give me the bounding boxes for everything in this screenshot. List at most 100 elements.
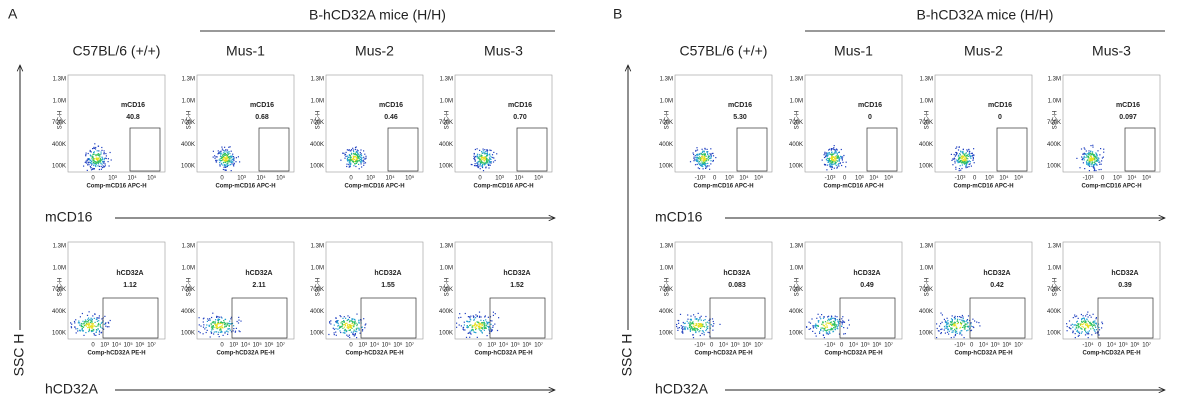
event-dot — [460, 316, 462, 318]
event-dot — [833, 325, 835, 327]
y-axis-title: SSC-H — [58, 111, 64, 130]
event-dot — [707, 331, 709, 333]
event-dot — [356, 313, 358, 315]
event-dot — [346, 326, 348, 328]
event-dot — [353, 322, 356, 324]
event-dot — [832, 324, 834, 326]
event-dot — [363, 158, 365, 160]
event-dot — [826, 325, 828, 327]
event-dot — [689, 328, 691, 330]
event-dot — [944, 327, 946, 329]
event-dot — [348, 318, 350, 320]
event-dot — [1081, 328, 1083, 330]
event-dot — [473, 157, 475, 160]
event-dot — [848, 319, 850, 321]
event-dot — [353, 151, 355, 153]
event-dot — [483, 156, 485, 158]
event-dot — [354, 319, 356, 321]
event-dot — [486, 335, 488, 337]
event-dot — [703, 161, 705, 163]
event-dot — [93, 158, 95, 160]
event-dot — [950, 324, 952, 326]
event-dot — [1075, 324, 1077, 326]
event-dot — [1093, 329, 1095, 331]
event-dot — [337, 322, 339, 324]
event-dot — [218, 152, 220, 154]
event-dot — [707, 159, 710, 161]
y-tick-label: 400K — [181, 309, 195, 315]
event-dot — [1088, 159, 1090, 161]
event-dot — [464, 312, 466, 315]
event-dot — [79, 316, 81, 318]
event-dot — [96, 162, 98, 164]
event-dot — [352, 159, 354, 161]
event-dot — [681, 331, 683, 333]
event-dot — [225, 157, 227, 160]
event-dot — [342, 152, 344, 154]
event-dot — [957, 318, 959, 320]
event-dot — [1092, 161, 1094, 163]
event-dot — [212, 312, 214, 314]
event-dot — [1088, 163, 1090, 166]
y-tick-label: 1.0M — [920, 98, 933, 104]
event-dot — [219, 328, 221, 330]
event-dot — [478, 328, 480, 330]
event-dot — [1091, 324, 1093, 326]
event-dot — [346, 322, 348, 324]
event-dot — [485, 167, 487, 169]
event-dot — [74, 322, 76, 324]
event-dot — [1091, 157, 1093, 159]
event-dot — [1081, 324, 1083, 326]
event-dot — [832, 320, 835, 322]
y-tick-label: 400K — [52, 309, 66, 315]
event-dot — [1087, 159, 1089, 161]
event-dot — [965, 165, 967, 167]
event-dot — [98, 322, 100, 325]
event-dot — [703, 319, 705, 322]
event-dot — [684, 322, 686, 324]
event-dot — [365, 157, 367, 159]
event-dot — [95, 165, 97, 168]
event-dot — [946, 317, 948, 319]
event-dot — [693, 314, 695, 316]
event-dot — [814, 325, 816, 327]
event-dot — [1082, 317, 1084, 320]
y-tick-label: 100K — [919, 331, 933, 337]
event-dot — [330, 323, 332, 325]
event-dot — [1096, 155, 1098, 157]
event-dot — [355, 151, 357, 153]
event-dot — [706, 160, 708, 162]
event-dot — [350, 153, 353, 155]
event-dot — [469, 324, 471, 326]
event-dot — [101, 156, 103, 158]
event-dot — [706, 151, 708, 154]
event-dot — [88, 323, 90, 325]
x-tick-label: 10⁴ — [241, 342, 251, 349]
event-dot — [485, 162, 487, 165]
event-dot — [95, 331, 97, 333]
x-tick-label: 10⁵ — [405, 175, 415, 182]
event-dot — [93, 153, 95, 155]
event-dot — [951, 159, 953, 161]
event-dot — [1093, 154, 1095, 156]
event-dot — [101, 318, 103, 320]
event-dot — [491, 329, 493, 331]
event-dot — [472, 325, 474, 327]
event-dot — [833, 147, 835, 149]
event-dot — [480, 316, 482, 318]
event-dot — [681, 330, 684, 332]
event-dot — [359, 151, 361, 154]
event-dot — [826, 164, 828, 166]
event-dot — [474, 326, 476, 328]
event-dot — [702, 156, 704, 158]
column-label: Mus-2 — [964, 43, 1003, 59]
event-dot — [953, 157, 955, 159]
event-dot — [1087, 326, 1090, 328]
event-dot — [210, 332, 213, 334]
event-dot — [476, 162, 478, 164]
event-dot — [354, 330, 356, 332]
y-tick-label: 100K — [52, 164, 66, 170]
y-tick-label: 400K — [52, 142, 66, 148]
event-dot — [348, 327, 350, 329]
